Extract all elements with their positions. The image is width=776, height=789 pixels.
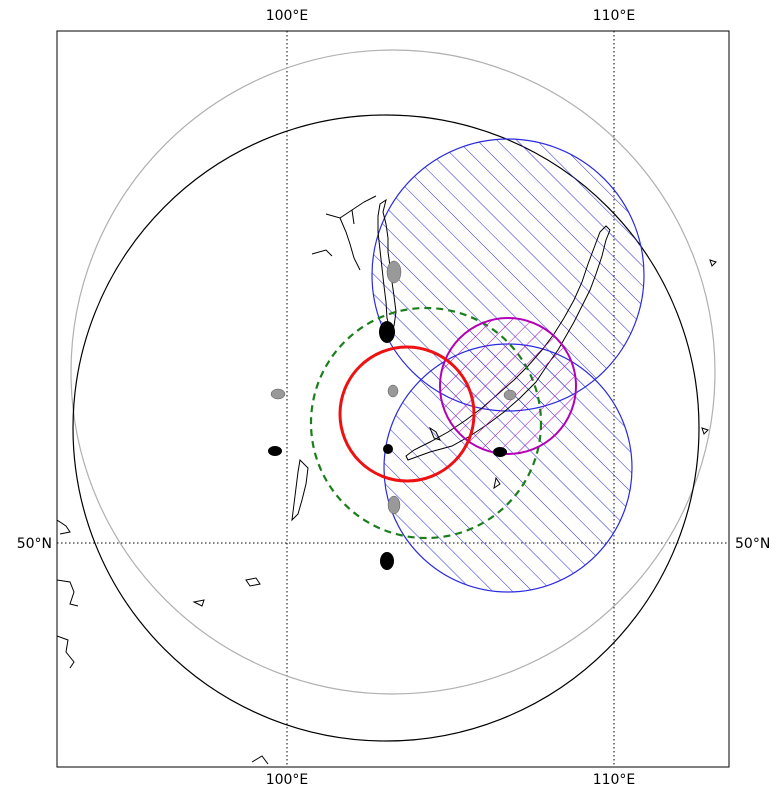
small-lake-3 bbox=[493, 476, 501, 490]
gray-marker bbox=[386, 260, 402, 284]
map-frame bbox=[56, 30, 730, 768]
black-marker bbox=[380, 552, 394, 570]
small-lake-1 bbox=[291, 458, 309, 522]
gray-markers bbox=[270, 260, 517, 515]
black-marker bbox=[383, 444, 393, 454]
lon-label-bottom-100e: 100°E bbox=[266, 772, 309, 788]
west-coast-3 bbox=[57, 635, 75, 669]
black-marker bbox=[268, 446, 282, 456]
red-circle bbox=[338, 345, 476, 483]
magenta-hatched-circle bbox=[439, 317, 577, 455]
small-lake-5 bbox=[701, 427, 709, 435]
small-lake-6 bbox=[245, 577, 261, 587]
lat-label-right-50n: 50°N bbox=[735, 536, 770, 552]
gray-marker bbox=[387, 384, 399, 398]
black-markers bbox=[268, 321, 507, 570]
lon-label-top-110e: 110°E bbox=[593, 8, 636, 24]
gray-marker bbox=[503, 389, 517, 401]
lat-label-left-50n: 50°N bbox=[17, 536, 52, 552]
outer-gray-circle bbox=[70, 49, 716, 695]
lon-label-top-100e: 100°E bbox=[266, 8, 309, 24]
small-lake-2 bbox=[428, 426, 441, 441]
lon-label-bottom-110e: 110°E bbox=[593, 772, 636, 788]
gray-marker bbox=[387, 495, 401, 515]
small-lake-4 bbox=[709, 259, 717, 267]
small-lake-7 bbox=[192, 599, 205, 607]
south-coast bbox=[251, 755, 269, 765]
black-marker bbox=[379, 321, 395, 343]
gray-marker bbox=[270, 388, 286, 400]
bratsk-branches bbox=[311, 195, 377, 271]
west-coast-1 bbox=[57, 519, 71, 535]
black-marker bbox=[493, 447, 507, 457]
black-circle bbox=[72, 114, 700, 742]
west-coast-2 bbox=[57, 579, 79, 607]
